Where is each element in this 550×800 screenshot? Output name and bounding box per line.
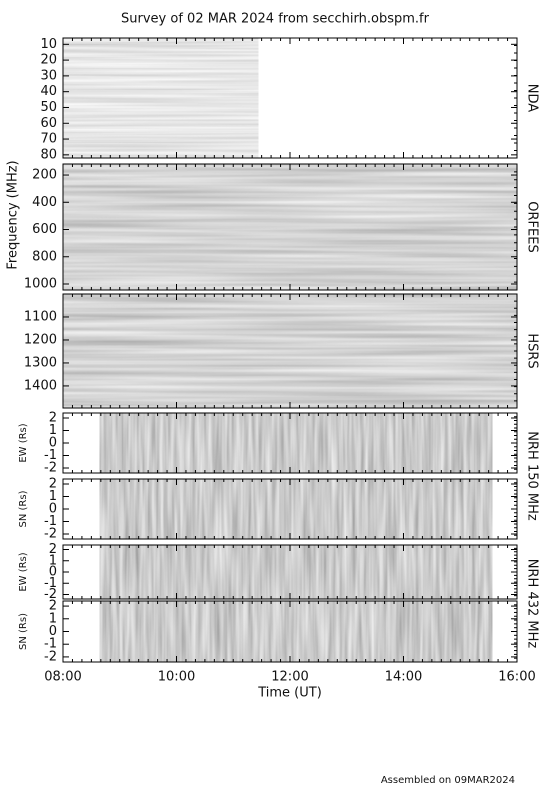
- panel-y-label: SN (Rs): [18, 490, 29, 527]
- panel-label: NDA: [525, 84, 540, 113]
- y-tick-label: 1: [49, 423, 57, 438]
- x-axis-label: Time (UT): [257, 686, 322, 701]
- group-label: NRH 432 MHz: [525, 559, 540, 649]
- y-tick-label: 1300: [24, 355, 57, 370]
- spectrogram-data: [99, 479, 493, 539]
- y-tick-label: 1: [49, 611, 57, 626]
- chart-title: Survey of 02 MAR 2024 from secchirh.obsp…: [121, 12, 430, 27]
- panel-label: HSRS: [525, 333, 540, 368]
- y-tick-label: -2: [44, 527, 57, 542]
- x-tick-label: 14:00: [385, 670, 422, 685]
- y-tick-label: -2: [44, 587, 57, 602]
- y-tick-label: 1: [49, 489, 57, 504]
- x-tick-label: 08:00: [44, 670, 81, 685]
- y-tick-label: 0: [49, 624, 57, 639]
- y-tick-label: 400: [32, 195, 57, 210]
- y-tick-label: 1: [49, 553, 57, 568]
- y-tick-label: -2: [44, 461, 57, 476]
- spectrogram-data: [99, 601, 493, 662]
- y-axis-label: Frequency (MHz): [6, 160, 21, 269]
- spectrogram-data: [63, 38, 259, 158]
- footer: Assembled on 09MAR2024: [381, 775, 515, 786]
- spectrogram-data: [63, 294, 517, 408]
- y-tick-label: -2: [44, 649, 57, 664]
- y-tick-label: 600: [32, 222, 57, 237]
- y-tick-label: 0: [49, 436, 57, 451]
- panel-y-label: SN (Rs): [18, 613, 29, 650]
- y-tick-label: 1200: [24, 332, 57, 347]
- panel-label: ORFEES: [525, 201, 540, 252]
- y-tick-label: 2: [49, 599, 57, 614]
- y-tick-label: -1: [44, 576, 57, 591]
- y-tick-label: 1100: [24, 309, 57, 324]
- y-tick-label: 200: [32, 168, 57, 183]
- y-tick-label: -1: [44, 514, 57, 529]
- y-tick-label: 10: [40, 37, 57, 52]
- y-tick-label: -1: [44, 637, 57, 652]
- x-tick-label: 16:00: [498, 670, 535, 685]
- group-label: NRH 150 MHz: [525, 431, 540, 521]
- y-tick-label: 1400: [24, 378, 57, 393]
- x-tick-label: 12:00: [271, 670, 308, 685]
- spectrogram-data: [99, 413, 493, 473]
- x-tick-label: 10:00: [158, 670, 195, 685]
- y-tick-label: 70: [40, 132, 57, 147]
- y-tick-label: 60: [40, 116, 57, 131]
- y-tick-label: 2: [49, 542, 57, 557]
- y-tick-label: 0: [49, 565, 57, 580]
- y-tick-label: 40: [40, 84, 57, 99]
- panel-y-label: EW (Rs): [18, 552, 29, 591]
- y-tick-label: 50: [40, 100, 57, 115]
- y-tick-label: 20: [40, 53, 57, 68]
- y-tick-label: 30: [40, 68, 57, 83]
- panel-y-label: EW (Rs): [18, 423, 29, 462]
- y-tick-label: 80: [40, 147, 57, 162]
- spectrogram-data: [63, 164, 517, 290]
- y-tick-label: 1000: [24, 277, 57, 292]
- spectrogram-data: [99, 545, 493, 599]
- y-tick-label: 2: [49, 477, 57, 492]
- y-tick-label: 800: [32, 249, 57, 264]
- y-tick-label: 0: [49, 502, 57, 517]
- y-tick-label: 2: [49, 411, 57, 426]
- y-tick-label: -1: [44, 448, 57, 463]
